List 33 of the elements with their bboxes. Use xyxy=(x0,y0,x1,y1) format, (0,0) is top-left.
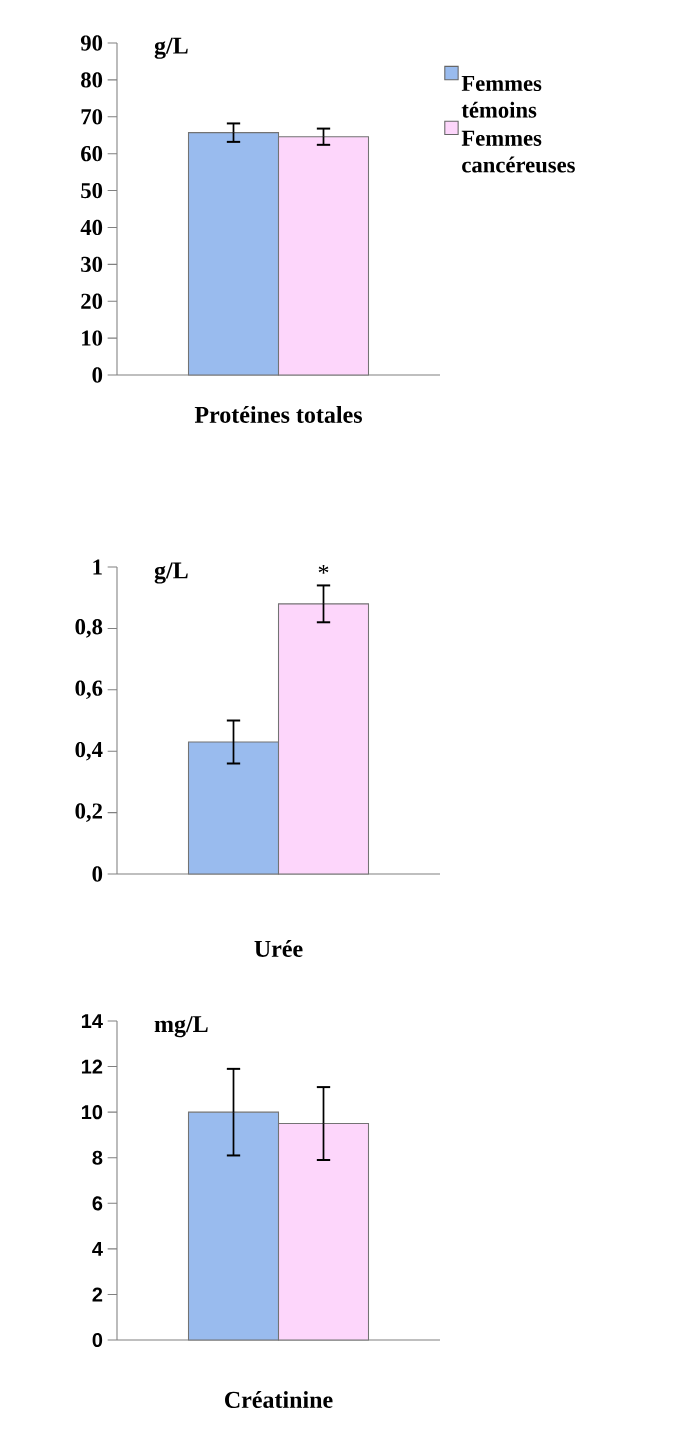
y-axis-title: g/L xyxy=(154,562,188,584)
y-tick-label: 90 xyxy=(80,35,103,51)
legend-label: Femmes témoins xyxy=(461,76,542,118)
y-tick-label: 12 xyxy=(81,1059,103,1074)
y-tick-label: 0 xyxy=(92,1332,103,1348)
y-tick-label: 20 xyxy=(81,293,103,309)
x-tick-label: Créatinine xyxy=(225,1391,333,1408)
y-tick-label: 10 xyxy=(82,330,103,346)
y-tick-label: 30 xyxy=(81,256,103,272)
y-tick-label: 0 xyxy=(92,367,103,383)
y-tick-label: 1 xyxy=(93,559,102,575)
y-tick-label: 50 xyxy=(81,182,103,199)
annotation: * xyxy=(318,565,329,574)
y-tick-label: 0,2 xyxy=(75,803,102,822)
y-tick-label: 60 xyxy=(81,146,103,162)
y-tick-label: 0,4 xyxy=(75,741,103,761)
y-tick-label: 8 xyxy=(92,1150,103,1165)
y-tick-label: 0,6 xyxy=(75,680,103,700)
y-tick-label: 40 xyxy=(80,219,103,236)
y-tick-label: 6 xyxy=(92,1196,103,1211)
y-tick-label: 10 xyxy=(81,1105,103,1120)
y-tick-label: 2 xyxy=(92,1287,103,1302)
legend-label: Femmes cancéreuses xyxy=(461,130,575,173)
y-tick-label: 0 xyxy=(92,866,103,882)
x-tick-label: Protéines totales xyxy=(194,406,363,423)
y-tick-label: 0,8 xyxy=(75,619,103,638)
y-axis-title: mg/L xyxy=(154,1016,208,1038)
x-tick-label: Urée xyxy=(254,940,303,957)
y-tick-label: 70 xyxy=(81,109,103,125)
y-tick-label: 4 xyxy=(92,1241,103,1256)
y-axis-title: g/L xyxy=(154,37,188,59)
y-tick-label: 14 xyxy=(81,1014,103,1028)
y-tick-label: 80 xyxy=(81,72,103,88)
